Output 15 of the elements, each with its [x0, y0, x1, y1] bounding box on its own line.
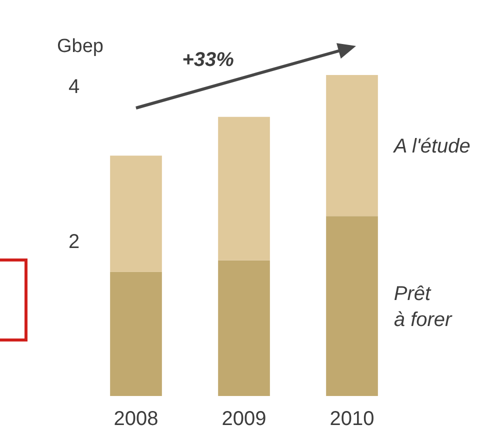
bar [110, 156, 162, 272]
bar [218, 260, 270, 396]
x-tick-label: 2010 [330, 408, 374, 430]
bar [326, 216, 378, 396]
bar [218, 116, 270, 260]
text: +33% [182, 49, 234, 71]
bar [110, 272, 162, 396]
bar [326, 75, 378, 216]
y-tick-label: 2 [68, 230, 80, 253]
series-label: A l'étude [392, 136, 470, 158]
y-axis-title: Gbep [57, 36, 104, 57]
x-tick-label: 2009 [222, 408, 266, 430]
series-label: Prêt à forer [394, 283, 454, 332]
y-tick-label: 4 [68, 76, 80, 98]
x-tick-label: 2008 [114, 408, 158, 430]
